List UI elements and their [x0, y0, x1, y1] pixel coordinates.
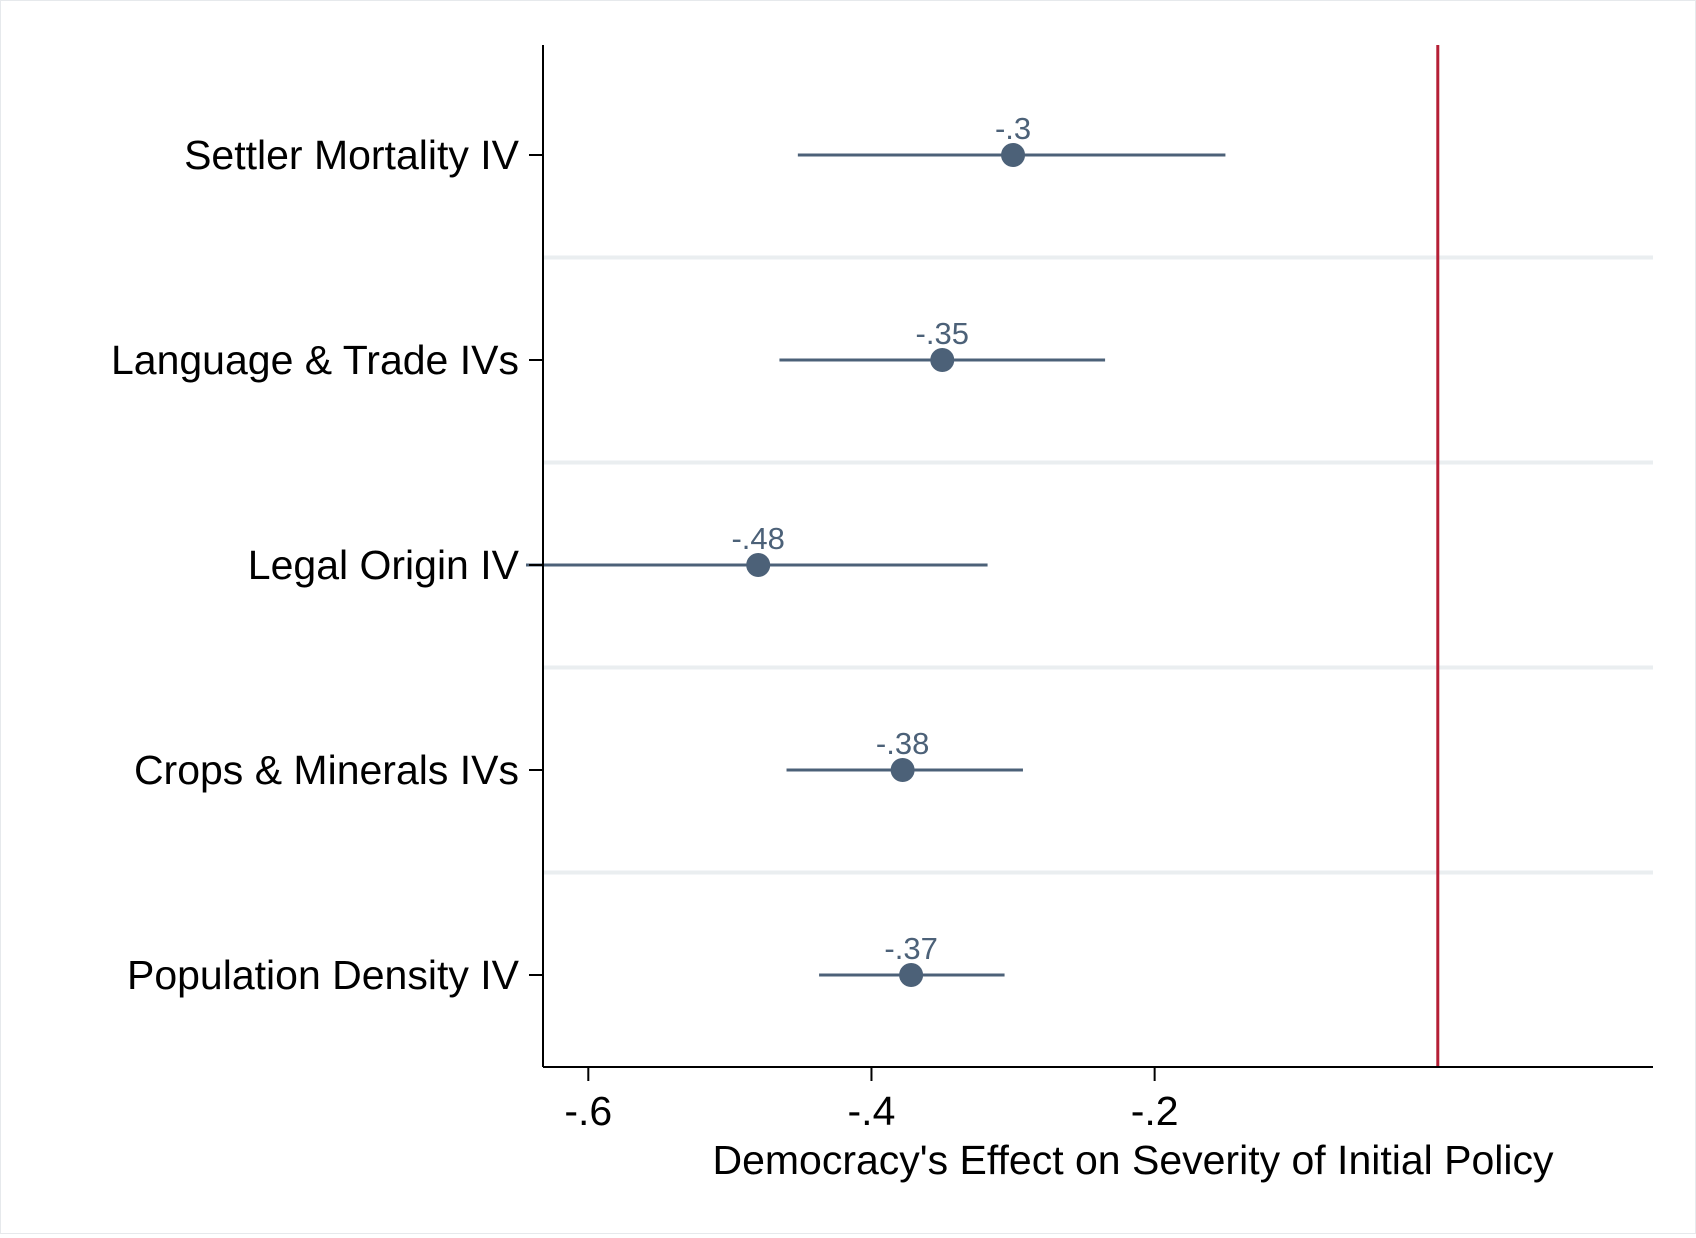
y-tick-label: Legal Origin IV — [248, 542, 520, 588]
estimate-labels: -.3 -.35 -.48 -.38 -.37 — [731, 111, 1031, 966]
x-tick-label: -.2 — [1131, 1088, 1179, 1134]
estimate-value-label: -.38 — [876, 726, 929, 761]
y-tick-label: Population Density IV — [127, 952, 520, 998]
x-axis-title: Democracy's Effect on Severity of Initia… — [712, 1137, 1554, 1183]
point-estimate-marker — [930, 348, 955, 372]
point-estimates — [746, 143, 1026, 987]
x-tick-label: -.6 — [564, 1088, 612, 1134]
estimate-value-label: -.3 — [995, 111, 1031, 146]
estimate-value-label: -.35 — [916, 316, 969, 351]
estimate-value-label: -.48 — [731, 521, 784, 556]
point-estimate-marker — [899, 963, 924, 987]
x-axis-ticks: -.6 -.4 -.2 — [564, 1067, 1179, 1134]
estimate-value-label: -.37 — [884, 931, 937, 966]
point-estimate-marker — [1001, 143, 1026, 167]
y-tick-label: Crops & Minerals IVs — [134, 747, 519, 793]
x-tick-label: -.4 — [848, 1088, 896, 1134]
y-tick-label: Settler Mortality IV — [184, 132, 520, 178]
confidence-intervals — [526, 153, 1226, 977]
row-separators — [543, 255, 1653, 875]
point-estimate-marker — [746, 553, 771, 577]
y-axis-ticks: Settler Mortality IV Language & Trade IVs… — [111, 132, 543, 998]
point-estimate-marker — [890, 758, 915, 782]
y-tick-label: Language & Trade IVs — [111, 337, 519, 383]
